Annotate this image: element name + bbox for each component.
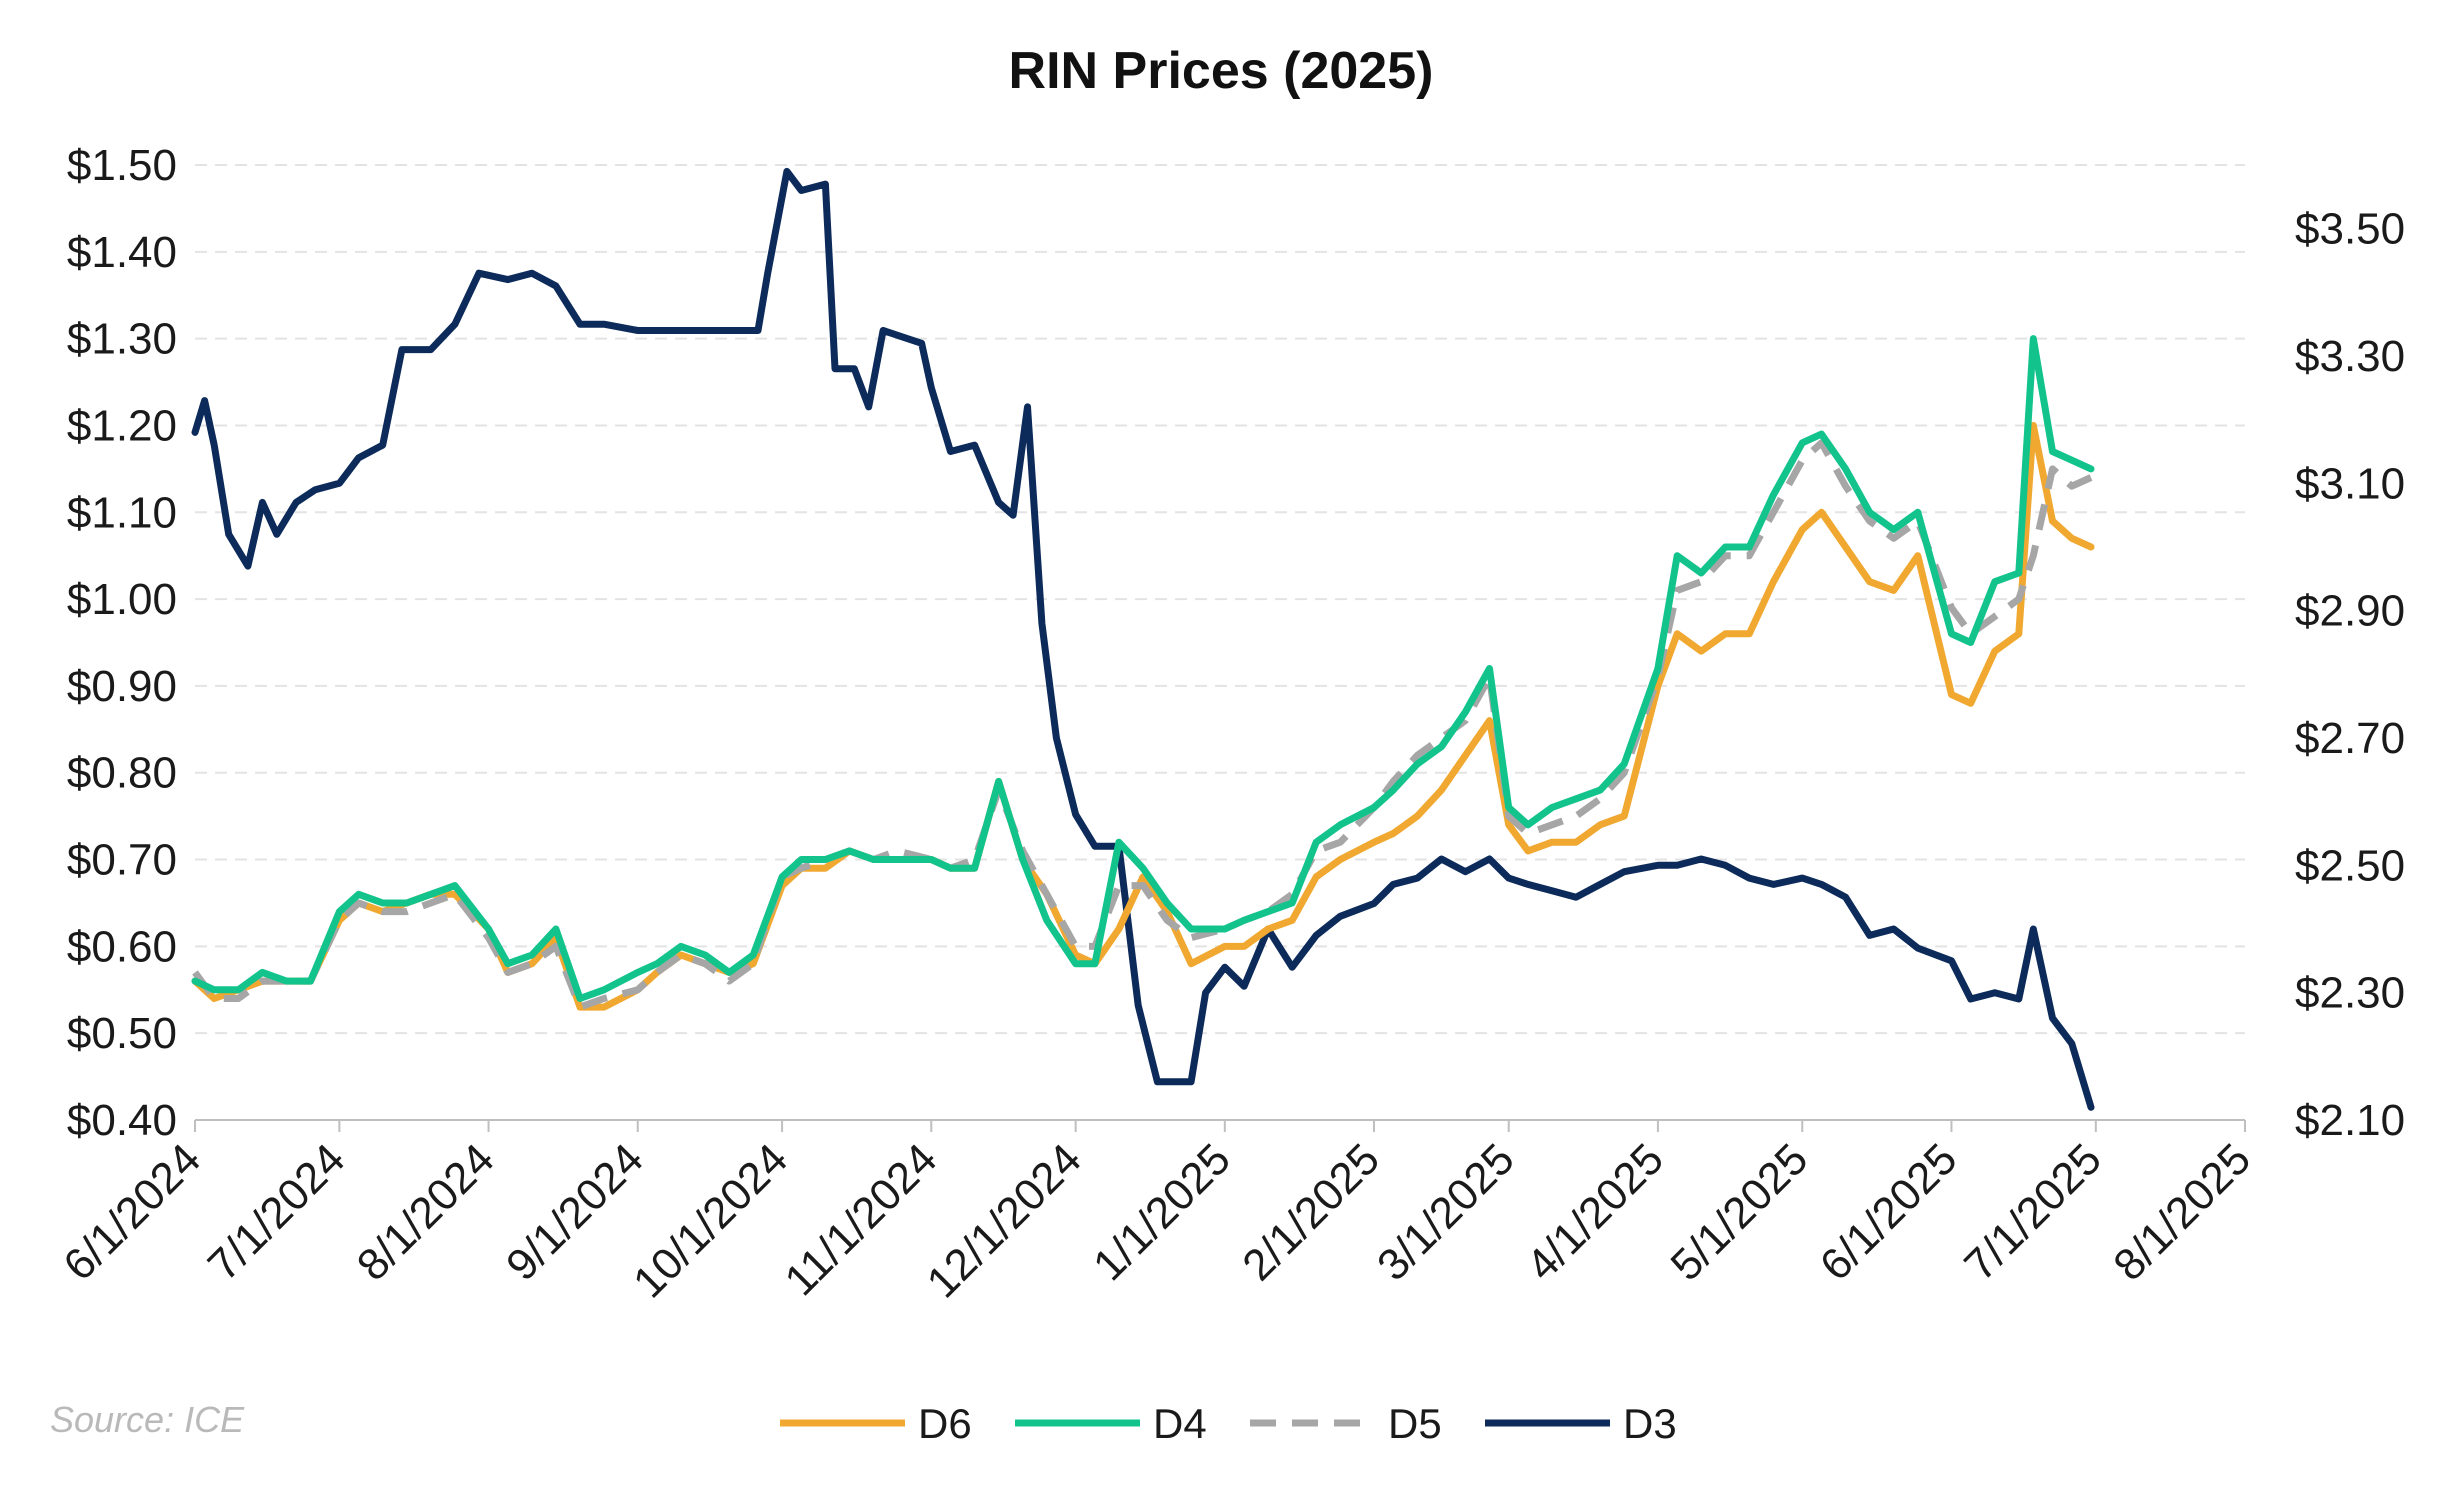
left-y-tick-label: $0.60 [67,922,177,971]
x-tick-label: 7/1/2025 [1955,1134,2111,1290]
legend-label-d6: D6 [918,1400,972,1447]
right-y-tick-label: $3.10 [2295,459,2405,508]
source-note: Source: ICE [50,1399,245,1440]
series-line-d5 [192,439,2093,1011]
left-y-tick-label: $1.40 [67,228,177,277]
left-y-tick-label: $1.10 [67,488,177,537]
series-line-d4 [191,335,2095,1002]
right-y-tick-label: $3.50 [2295,205,2405,254]
right-y-tick-label: $3.30 [2295,332,2405,381]
gridlines [195,164,2245,1035]
right-y-tick-label: $2.10 [2295,1096,2405,1145]
series-line-d3 [191,167,2095,1111]
x-tick-label: 12/1/2024 [918,1134,1091,1307]
left-y-axis-ticks: $0.40 $0.50 $0.60 $0.70 $0.80 $0.90 $1.00 $1.10… [67,141,177,1145]
left-y-tick-label: $1.20 [67,401,177,450]
x-tick-label: 3/1/2025 [1368,1134,1524,1290]
legend-label-d3: D3 [1623,1400,1677,1447]
left-y-tick-label: $0.50 [67,1009,177,1058]
right-y-tick-label: $2.90 [2295,587,2405,636]
left-y-tick-label: $0.90 [67,662,177,711]
left-y-tick-label: $0.40 [67,1096,177,1145]
left-y-tick-label: $1.50 [67,141,177,190]
left-y-tick-label: $0.70 [67,836,177,885]
x-tick-label: 1/1/2025 [1084,1134,1240,1290]
right-y-axis-ticks: $2.10 $2.30 $2.50 $2.70 $2.90 $3.10 $3.30 $3.50 [2295,205,2405,1145]
left-y-tick-label: $1.00 [67,575,177,624]
chart-title: RIN Prices (2025) [1009,42,1434,100]
left-y-tick-label: $0.80 [67,749,177,798]
x-axis-ticks: 6/1/20247/1/20248/1/20249/1/202410/1/202… [54,1134,2260,1307]
series-lines [191,167,2095,1111]
x-tick-label: 8/1/2025 [2104,1134,2260,1290]
axes [194,1119,2246,1132]
legend-label-d4: D4 [1153,1400,1207,1447]
x-tick-label: 5/1/2025 [1662,1134,1818,1290]
x-tick-label: 7/1/2024 [199,1134,355,1290]
x-tick-label: 2/1/2025 [1233,1134,1389,1290]
x-tick-label: 10/1/2024 [624,1134,797,1307]
right-y-tick-label: $2.50 [2295,841,2405,890]
x-tick-label: 4/1/2025 [1517,1134,1673,1290]
x-tick-label: 11/1/2024 [776,1134,947,1305]
legend: D6 D4 D5 D3 [780,1400,1677,1447]
right-y-tick-label: $2.30 [2295,969,2405,1018]
x-tick-label: 8/1/2024 [348,1134,504,1290]
x-tick-label: 6/1/2024 [54,1134,210,1290]
legend-label-d5: D5 [1388,1400,1442,1447]
right-y-tick-label: $2.70 [2295,714,2405,763]
x-tick-label: 6/1/2025 [1811,1134,1967,1290]
left-y-tick-label: $1.30 [67,315,177,364]
